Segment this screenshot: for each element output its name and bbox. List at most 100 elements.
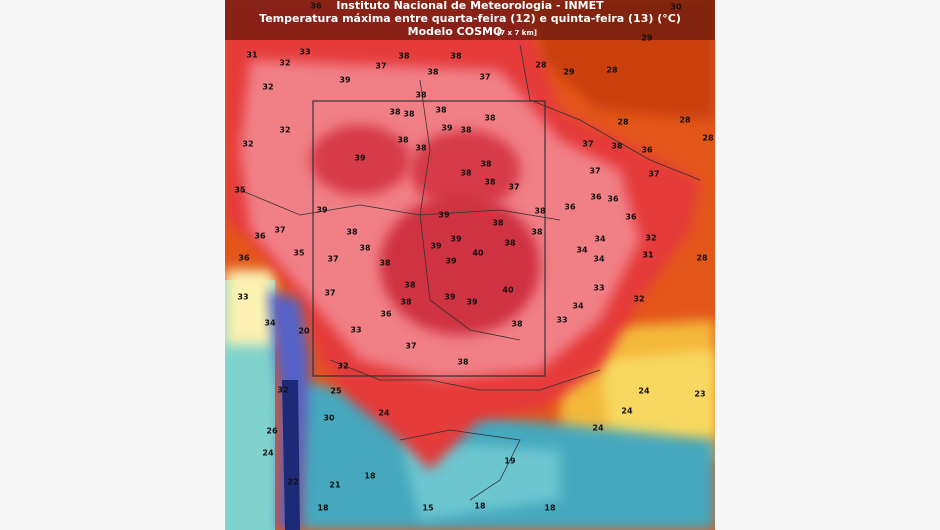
temperature-label: 19 <box>504 457 516 466</box>
temperature-label: 37 <box>405 342 416 351</box>
temperature-label: 39 <box>450 235 462 244</box>
temperature-label: 40 <box>472 249 484 258</box>
temperature-label: 37 <box>324 289 335 298</box>
temperature-label: 38 <box>359 244 371 253</box>
temperature-label: 29 <box>641 34 653 43</box>
temperature-label: 36 <box>564 203 576 212</box>
temperature-label: 34 <box>594 235 606 244</box>
temperature-label: 15 <box>422 504 434 513</box>
temperature-label: 32 <box>279 59 290 68</box>
temperature-label: 28 <box>679 116 691 125</box>
temperature-label: 34 <box>576 246 588 255</box>
temperature-label: 38 <box>427 68 439 77</box>
temperature-field <box>225 0 715 530</box>
temperature-label: 23 <box>694 390 705 399</box>
temperature-label: 31 <box>246 51 258 60</box>
temperature-label: 24 <box>262 449 274 458</box>
temperature-label: 28 <box>617 118 629 127</box>
temperature-label: 37 <box>648 170 659 179</box>
temperature-label: 38 <box>450 52 462 61</box>
temperature-label: 36 <box>380 310 392 319</box>
temperature-label: 38 <box>504 239 516 248</box>
model: Modelo COSMO <box>408 25 503 38</box>
temperature-label: 33 <box>299 48 310 57</box>
temperature-label: 22 <box>287 478 298 487</box>
temperature-label: 33 <box>237 293 248 302</box>
temperature-label: 39 <box>316 206 328 215</box>
temperature-label: 39 <box>466 298 478 307</box>
temperature-label: 25 <box>330 387 342 396</box>
temperature-label: 40 <box>502 286 514 295</box>
temperature-label: 34 <box>264 319 276 328</box>
temperature-label: 36 <box>238 254 250 263</box>
temperature-label: 37 <box>582 140 593 149</box>
temperature-label: 38 <box>611 142 623 151</box>
temperature-label: 32 <box>337 362 348 371</box>
temperature-label: 38 <box>400 298 412 307</box>
temperature-label: 38 <box>389 108 401 117</box>
temperature-label: 39 <box>438 211 450 220</box>
temperature-label: 38 <box>531 228 543 237</box>
temperature-label: 32 <box>645 234 656 243</box>
temperature-label: 38 <box>480 160 492 169</box>
temperature-label: 30 <box>670 3 682 12</box>
temperature-label: 39 <box>354 154 366 163</box>
temperature-label: 38 <box>457 358 469 367</box>
temperature-label: 38 <box>492 219 504 228</box>
temperature-label: 34 <box>572 302 584 311</box>
temperature-label: 24 <box>638 387 650 396</box>
resolution: [7 x 7 km] <box>497 29 537 37</box>
temperature-label: 38 <box>398 52 410 61</box>
temperature-label: 36 <box>310 2 322 11</box>
temperature-label: 39 <box>430 242 442 251</box>
temperature-label: 28 <box>696 254 708 263</box>
temperature-label: 36 <box>590 193 602 202</box>
subtitle: Temperatura máxima entre quarta-feira (1… <box>259 12 681 25</box>
temperature-label: 37 <box>508 183 519 192</box>
temperature-label: 28 <box>702 134 714 143</box>
temperature-label: 24 <box>378 409 390 418</box>
temperature-label: 36 <box>254 232 266 241</box>
temperature-label: 38 <box>435 106 447 115</box>
temperature-label: 20 <box>298 327 310 336</box>
temperature-label: 18 <box>544 504 556 513</box>
temperature-label: 38 <box>397 136 409 145</box>
temperature-label: 38 <box>460 126 472 135</box>
temperature-label: 36 <box>607 195 619 204</box>
temperature-label: 18 <box>474 502 486 511</box>
temperature-label: 36 <box>641 146 653 155</box>
title: Instituto Nacional de Meteorologia - INM… <box>336 0 604 12</box>
temperature-label: 32 <box>633 295 644 304</box>
temperature-label: 38 <box>415 91 427 100</box>
temperature-label: 33 <box>350 326 361 335</box>
temperature-label: 38 <box>346 228 358 237</box>
temperature-label: 39 <box>441 124 453 133</box>
temperature-label: 37 <box>375 62 386 71</box>
temperature-label: 37 <box>479 73 490 82</box>
temperature-label: 37 <box>589 167 600 176</box>
temperature-label: 35 <box>234 186 246 195</box>
temperature-label: 39 <box>445 257 457 266</box>
temperature-label: 29 <box>563 68 575 77</box>
temperature-label: 38 <box>534 207 546 216</box>
temperature-label: 38 <box>484 114 496 123</box>
temperature-label: 32 <box>262 83 273 92</box>
temperature-label: 38 <box>404 281 416 290</box>
temperature-label: 32 <box>242 140 253 149</box>
temperature-label: 38 <box>403 110 415 119</box>
temperature-label: 32 <box>279 126 290 135</box>
temperature-label: 24 <box>592 424 604 433</box>
temperature-label: 37 <box>274 226 285 235</box>
temperature-label: 18 <box>364 472 376 481</box>
temperature-label: 33 <box>556 316 567 325</box>
temperature-label: 31 <box>642 251 654 260</box>
temperature-label: 39 <box>339 76 351 85</box>
temperature-label: 34 <box>593 255 605 264</box>
temperature-label: 36 <box>625 213 637 222</box>
temperature-label: 38 <box>460 169 472 178</box>
temperature-label: 38 <box>484 178 496 187</box>
temperature-label: 38 <box>415 144 427 153</box>
